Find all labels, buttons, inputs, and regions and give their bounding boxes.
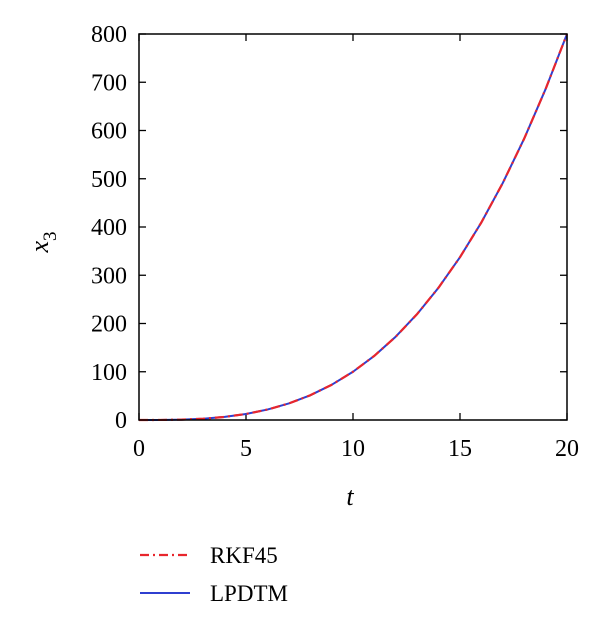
- legend-label-rkf45: RKF45: [210, 543, 278, 568]
- x-tick-label: 0: [133, 436, 145, 462]
- x-axis-label: t: [346, 482, 354, 511]
- legend: RKF45 LPDTM: [140, 543, 288, 606]
- y-tick-label: 600: [91, 119, 127, 145]
- series-line-lpdtm: [138, 33, 568, 421]
- series-layer: [138, 33, 569, 422]
- series-line-rkf45: [138, 33, 569, 422]
- y-tick-label: 500: [91, 167, 127, 193]
- y-tick-label: 300: [91, 263, 127, 289]
- plot-frame: [138, 33, 568, 421]
- y-tick-label: 100: [91, 360, 127, 386]
- x-tick-label: 10: [341, 436, 365, 462]
- y-axis-label-base: x: [25, 241, 54, 254]
- y-tick-label: 400: [91, 215, 127, 241]
- y-tick-label: 200: [91, 312, 127, 338]
- y-axis-label-subscript: 3: [40, 231, 61, 241]
- y-tick-label: 0: [115, 408, 127, 434]
- y-axis-label: x3: [25, 231, 61, 253]
- y-tick-label: 800: [91, 22, 127, 48]
- x-tick-label: 5: [240, 436, 252, 462]
- y-tick-label: 700: [91, 70, 127, 96]
- x-tick-label: 20: [555, 436, 579, 462]
- legend-label-lpdtm: LPDTM: [210, 581, 288, 606]
- ticks-layer: [138, 33, 568, 421]
- x-tick-label: 15: [448, 436, 472, 462]
